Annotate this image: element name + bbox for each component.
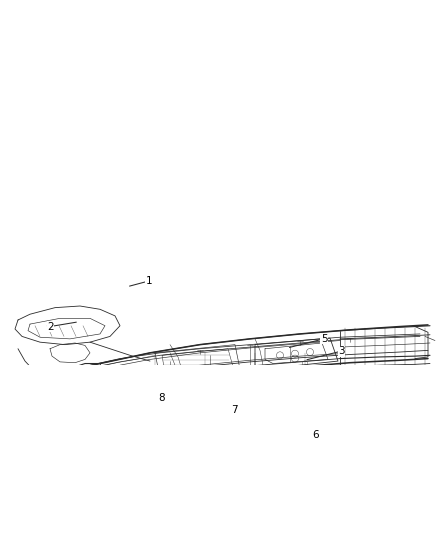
Text: 6: 6 — [312, 430, 319, 440]
Text: 3: 3 — [338, 346, 345, 356]
Text: 7: 7 — [231, 405, 238, 415]
Text: 8: 8 — [159, 393, 166, 403]
Text: 2: 2 — [47, 321, 54, 332]
Text: 1: 1 — [145, 276, 152, 286]
Text: 5: 5 — [321, 334, 328, 344]
